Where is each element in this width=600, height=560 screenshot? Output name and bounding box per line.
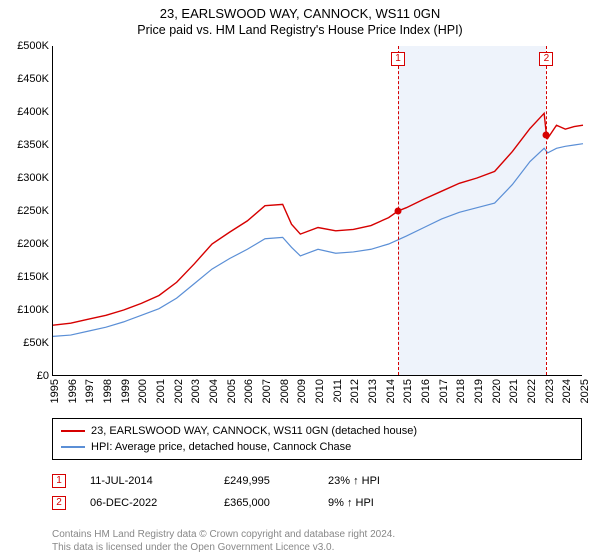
chart-area: £0£50K£100K£150K£200K£250K£300K£350K£400… — [52, 46, 582, 376]
event-marker-2: 2 — [539, 52, 553, 66]
x-tick-label: 2025 — [579, 379, 591, 403]
sale-price: £249,995 — [224, 475, 304, 487]
sale-row: 1 11-JUL-2014 £249,995 23% ↑ HPI — [52, 470, 582, 492]
sale-date: 06-DEC-2022 — [90, 497, 200, 509]
legend-label-hpi: HPI: Average price, detached house, Cann… — [91, 441, 351, 453]
x-tick-label: 2014 — [385, 379, 397, 403]
y-tick-label: £100K — [17, 304, 49, 316]
sale-delta: 23% ↑ HPI — [328, 475, 438, 487]
x-tick-label: 1999 — [120, 379, 132, 403]
x-tick-label: 2006 — [243, 379, 255, 403]
sale-row: 2 06-DEC-2022 £365,000 9% ↑ HPI — [52, 492, 582, 514]
x-tick-label: 2015 — [402, 379, 414, 403]
x-tick-label: 2009 — [296, 379, 308, 403]
x-tick-label: 2008 — [279, 379, 291, 403]
x-tick-label: 1998 — [102, 379, 114, 403]
copyright-line1: Contains HM Land Registry data © Crown c… — [52, 528, 582, 541]
legend-row-price-paid: 23, EARLSWOOD WAY, CANNOCK, WS11 0GN (de… — [61, 423, 573, 439]
copyright: Contains HM Land Registry data © Crown c… — [52, 528, 582, 554]
x-tick-label: 2002 — [173, 379, 185, 403]
y-tick-label: £50K — [23, 337, 49, 349]
x-tick-label: 2020 — [491, 379, 503, 403]
x-tick-label: 1997 — [84, 379, 96, 403]
sale-dot — [395, 208, 402, 215]
sale-price: £365,000 — [224, 497, 304, 509]
plot-region: £0£50K£100K£150K£200K£250K£300K£350K£400… — [52, 46, 582, 376]
x-tick-label: 2017 — [438, 379, 450, 403]
legend-box: 23, EARLSWOOD WAY, CANNOCK, WS11 0GN (de… — [52, 418, 582, 460]
y-tick-label: £300K — [17, 172, 49, 184]
copyright-line2: This data is licensed under the Open Gov… — [52, 541, 582, 554]
x-tick-label: 1995 — [49, 379, 61, 403]
legend-swatch-hpi — [61, 446, 85, 448]
y-tick-label: £450K — [17, 73, 49, 85]
x-tick-label: 2007 — [261, 379, 273, 403]
y-tick-label: £200K — [17, 238, 49, 250]
legend-swatch-price-paid — [61, 430, 85, 432]
y-tick-label: £500K — [17, 40, 49, 52]
x-tick-label: 2022 — [526, 379, 538, 403]
x-tick-label: 2010 — [314, 379, 326, 403]
chart-title: 23, EARLSWOOD WAY, CANNOCK, WS11 0GN — [0, 6, 600, 21]
sale-date: 11-JUL-2014 — [90, 475, 200, 487]
sale-delta: 9% ↑ HPI — [328, 497, 438, 509]
y-tick-label: £400K — [17, 106, 49, 118]
event-marker-1: 1 — [391, 52, 405, 66]
chart-titles: 23, EARLSWOOD WAY, CANNOCK, WS11 0GN Pri… — [0, 0, 600, 37]
series-price_paid — [53, 113, 583, 325]
legend-label-price-paid: 23, EARLSWOOD WAY, CANNOCK, WS11 0GN (de… — [91, 425, 417, 437]
legend-and-sales: 23, EARLSWOOD WAY, CANNOCK, WS11 0GN (de… — [52, 418, 582, 514]
x-tick-label: 2023 — [544, 379, 556, 403]
sale-rows: 1 11-JUL-2014 £249,995 23% ↑ HPI 2 06-DEC-202… — [52, 470, 582, 514]
x-tick-label: 2003 — [190, 379, 202, 403]
series-hpi — [53, 144, 583, 337]
x-tick-label: 2012 — [349, 379, 361, 403]
x-tick-label: 2016 — [420, 379, 432, 403]
x-tick-label: 1996 — [67, 379, 79, 403]
x-tick-label: 2000 — [137, 379, 149, 403]
sale-dot — [543, 132, 550, 139]
sale-number-box: 1 — [52, 474, 66, 488]
series-svg — [53, 46, 583, 376]
x-tick-label: 2005 — [226, 379, 238, 403]
x-tick-label: 2013 — [367, 379, 379, 403]
x-tick-label: 2018 — [455, 379, 467, 403]
y-tick-label: £350K — [17, 139, 49, 151]
y-tick-label: £150K — [17, 271, 49, 283]
y-tick-label: £250K — [17, 205, 49, 217]
x-tick-label: 2019 — [473, 379, 485, 403]
x-tick-label: 2011 — [332, 379, 344, 403]
event-line-2 — [546, 46, 547, 375]
x-tick-label: 2024 — [561, 379, 573, 403]
chart-container: 23, EARLSWOOD WAY, CANNOCK, WS11 0GN Pri… — [0, 0, 600, 560]
x-tick-label: 2021 — [508, 379, 520, 403]
x-tick-label: 2004 — [208, 379, 220, 403]
sale-number-box: 2 — [52, 496, 66, 510]
x-tick-label: 2001 — [155, 379, 167, 403]
y-tick-label: £0 — [37, 370, 49, 382]
legend-row-hpi: HPI: Average price, detached house, Cann… — [61, 439, 573, 455]
chart-subtitle: Price paid vs. HM Land Registry's House … — [0, 23, 600, 37]
